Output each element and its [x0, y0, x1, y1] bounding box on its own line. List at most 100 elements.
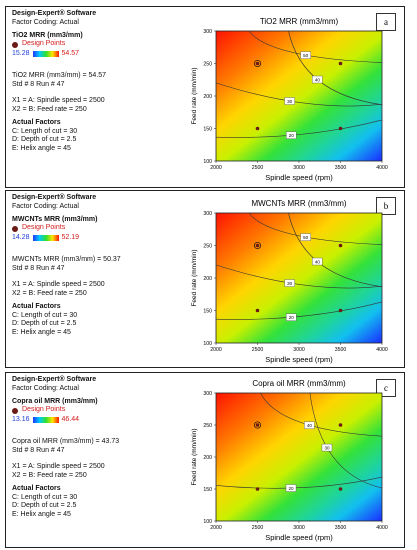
info-block: Design-Expert® Software Factor Coding: A… — [12, 376, 182, 520]
readout-value: Copra oil MRR (mm3/mm) = 43.73 — [12, 437, 120, 445]
selected-point-ring — [253, 421, 262, 429]
x-tick-label: 3500 — [335, 525, 347, 531]
contour-label: 30 — [287, 281, 293, 286]
readout-std: Std # 8 Run # 47 — [12, 80, 65, 88]
x1-setting: X1 = A: Spindle speed = 2500 — [12, 463, 105, 471]
actual-factors-title: Actual Factors — [12, 118, 61, 126]
readout-value: MWCNTs MRR (mm3/mm) = 50.37 — [12, 255, 121, 263]
x-axis-label: Spindle speed (rpm) — [265, 533, 333, 542]
color-range: 15.28 54.57 — [12, 50, 182, 59]
x2-setting: X2 = B: Feed rate = 250 — [12, 290, 87, 297]
y-tick-label: 300 — [203, 211, 212, 217]
range-low: 15.28 — [12, 50, 30, 57]
contour-lines: 50 40 30 20 — [215, 212, 383, 321]
y-axis-label: Feed rate (mm/min) — [191, 67, 198, 124]
x-tick-label: 3500 — [335, 165, 347, 171]
y-tick-label: 150 — [203, 309, 212, 315]
y-tick-label: 250 — [203, 244, 212, 250]
x-tick-label: 2500 — [252, 525, 264, 531]
x-tick-label: 3000 — [293, 347, 305, 353]
factor-e: E: Helix angle = 45 — [12, 329, 71, 336]
readout-std: Std # 8 Run # 47 — [12, 446, 65, 454]
chart-title: MWCNTs MRR (mm3/mm) — [251, 199, 346, 208]
panel-letter: b — [376, 197, 396, 215]
response-name: TiO2 MRR (mm3/mm) — [12, 31, 83, 39]
range-low: 14.28 — [12, 234, 30, 241]
response-surface — [215, 212, 383, 344]
contour-label: 20 — [289, 486, 295, 491]
software-name: Design-Expert® Software — [12, 194, 97, 201]
contour-line-30 — [215, 264, 383, 289]
x-tick-label: 2500 — [252, 347, 264, 353]
design-point — [338, 243, 343, 248]
y-tick-label: 100 — [203, 159, 212, 165]
x-tick-label: 3000 — [293, 525, 305, 531]
contour-label: 20 — [289, 133, 295, 138]
contour-label-box — [286, 131, 297, 139]
contour-label: 50 — [303, 235, 309, 240]
y-tick-label: 100 — [203, 519, 212, 525]
contour-chart: 50 40 30 20 MWCNTs MRR (mm3/mm) 2000 2500 3000 3… — [191, 199, 388, 364]
chart-title: TiO2 MRR (mm3/mm) — [260, 17, 339, 26]
design-point — [338, 308, 343, 313]
design-points-legend: Design Points — [12, 224, 182, 233]
design-points-label: Design Points — [22, 40, 66, 48]
contour-label: 40 — [315, 260, 321, 265]
range-high: 54.57 — [61, 50, 80, 57]
design-points-legend: Design Points — [12, 40, 182, 49]
contour-lines: 50 40 30 20 — [215, 30, 383, 139]
contour-chart: 40 30 20 Copra oil MRR (mm3/mm) 2000 2500 3000… — [191, 379, 388, 542]
design-point — [255, 243, 260, 248]
x-tick-label: 2500 — [252, 165, 264, 171]
design-points-label: Design Points — [22, 406, 66, 414]
contour-chart: 50 40 30 20 TiO2 MRR (mm3/mm) 2000 2500 3000 350… — [191, 17, 388, 182]
x-tick-label: 3000 — [293, 165, 305, 171]
panel-letter: c — [376, 379, 396, 397]
contour-label: 50 — [303, 53, 309, 58]
x-tick-label: 4000 — [376, 525, 388, 531]
design-point — [255, 126, 260, 131]
response-surface — [215, 30, 383, 162]
contour-label-box — [286, 313, 297, 321]
panel-b: Design-Expert® Software Factor Coding: A… — [5, 190, 405, 368]
contour-label: 20 — [289, 315, 295, 320]
contour-label-box — [304, 421, 315, 429]
contour-line-20 — [215, 119, 383, 138]
factor-e: E: Helix angle = 45 — [12, 145, 71, 152]
y-tick-label: 150 — [203, 127, 212, 133]
contour-line-20 — [215, 476, 383, 489]
actual-factors-title: Actual Factors — [12, 302, 61, 310]
factor-c: C: Length of cut = 30 — [12, 127, 78, 135]
y-tick-label: 250 — [203, 423, 212, 429]
y-tick-label: 200 — [203, 94, 212, 100]
y-axis-label: Feed rate (mm/min) — [191, 249, 198, 306]
info-block: Design-Expert® Software Factor Coding: A… — [12, 194, 182, 338]
x2-setting: X2 = B: Feed rate = 250 — [12, 106, 87, 113]
factor-d: D: Depth of cut = 2.5 — [12, 502, 77, 510]
design-point — [338, 487, 343, 491]
actual-factors-title: Actual Factors — [12, 484, 61, 492]
y-tick-label: 200 — [203, 276, 212, 282]
panel-a: Design-Expert® Software Factor Coding: A… — [5, 6, 405, 188]
x1-setting: X1 = A: Spindle speed = 2500 — [12, 97, 105, 105]
selected-point-ring — [253, 59, 262, 68]
x-tick-label: 3500 — [335, 347, 347, 353]
y-tick-label: 200 — [203, 455, 212, 461]
contour-label: 40 — [307, 423, 313, 428]
contour-line-50 — [248, 30, 383, 63]
contour-line-50 — [248, 212, 383, 245]
y-tick-label: 300 — [203, 391, 212, 397]
factor-d: D: Depth of cut = 2.5 — [12, 320, 77, 328]
range-low: 13.16 — [12, 416, 30, 423]
color-range: 13.16 46.44 — [12, 416, 182, 425]
y-axis-label: Feed rate (mm/min) — [191, 428, 198, 485]
contour-label-box — [300, 51, 311, 59]
software-name: Design-Expert® Software — [12, 376, 97, 383]
response-surface — [215, 392, 383, 522]
panel-letter: a — [376, 13, 396, 31]
design-point — [255, 308, 260, 313]
factor-coding: Factor Coding: Actual — [12, 384, 79, 392]
design-point — [338, 423, 343, 427]
design-point — [255, 423, 260, 427]
factor-e: E: Helix angle = 45 — [12, 511, 71, 518]
